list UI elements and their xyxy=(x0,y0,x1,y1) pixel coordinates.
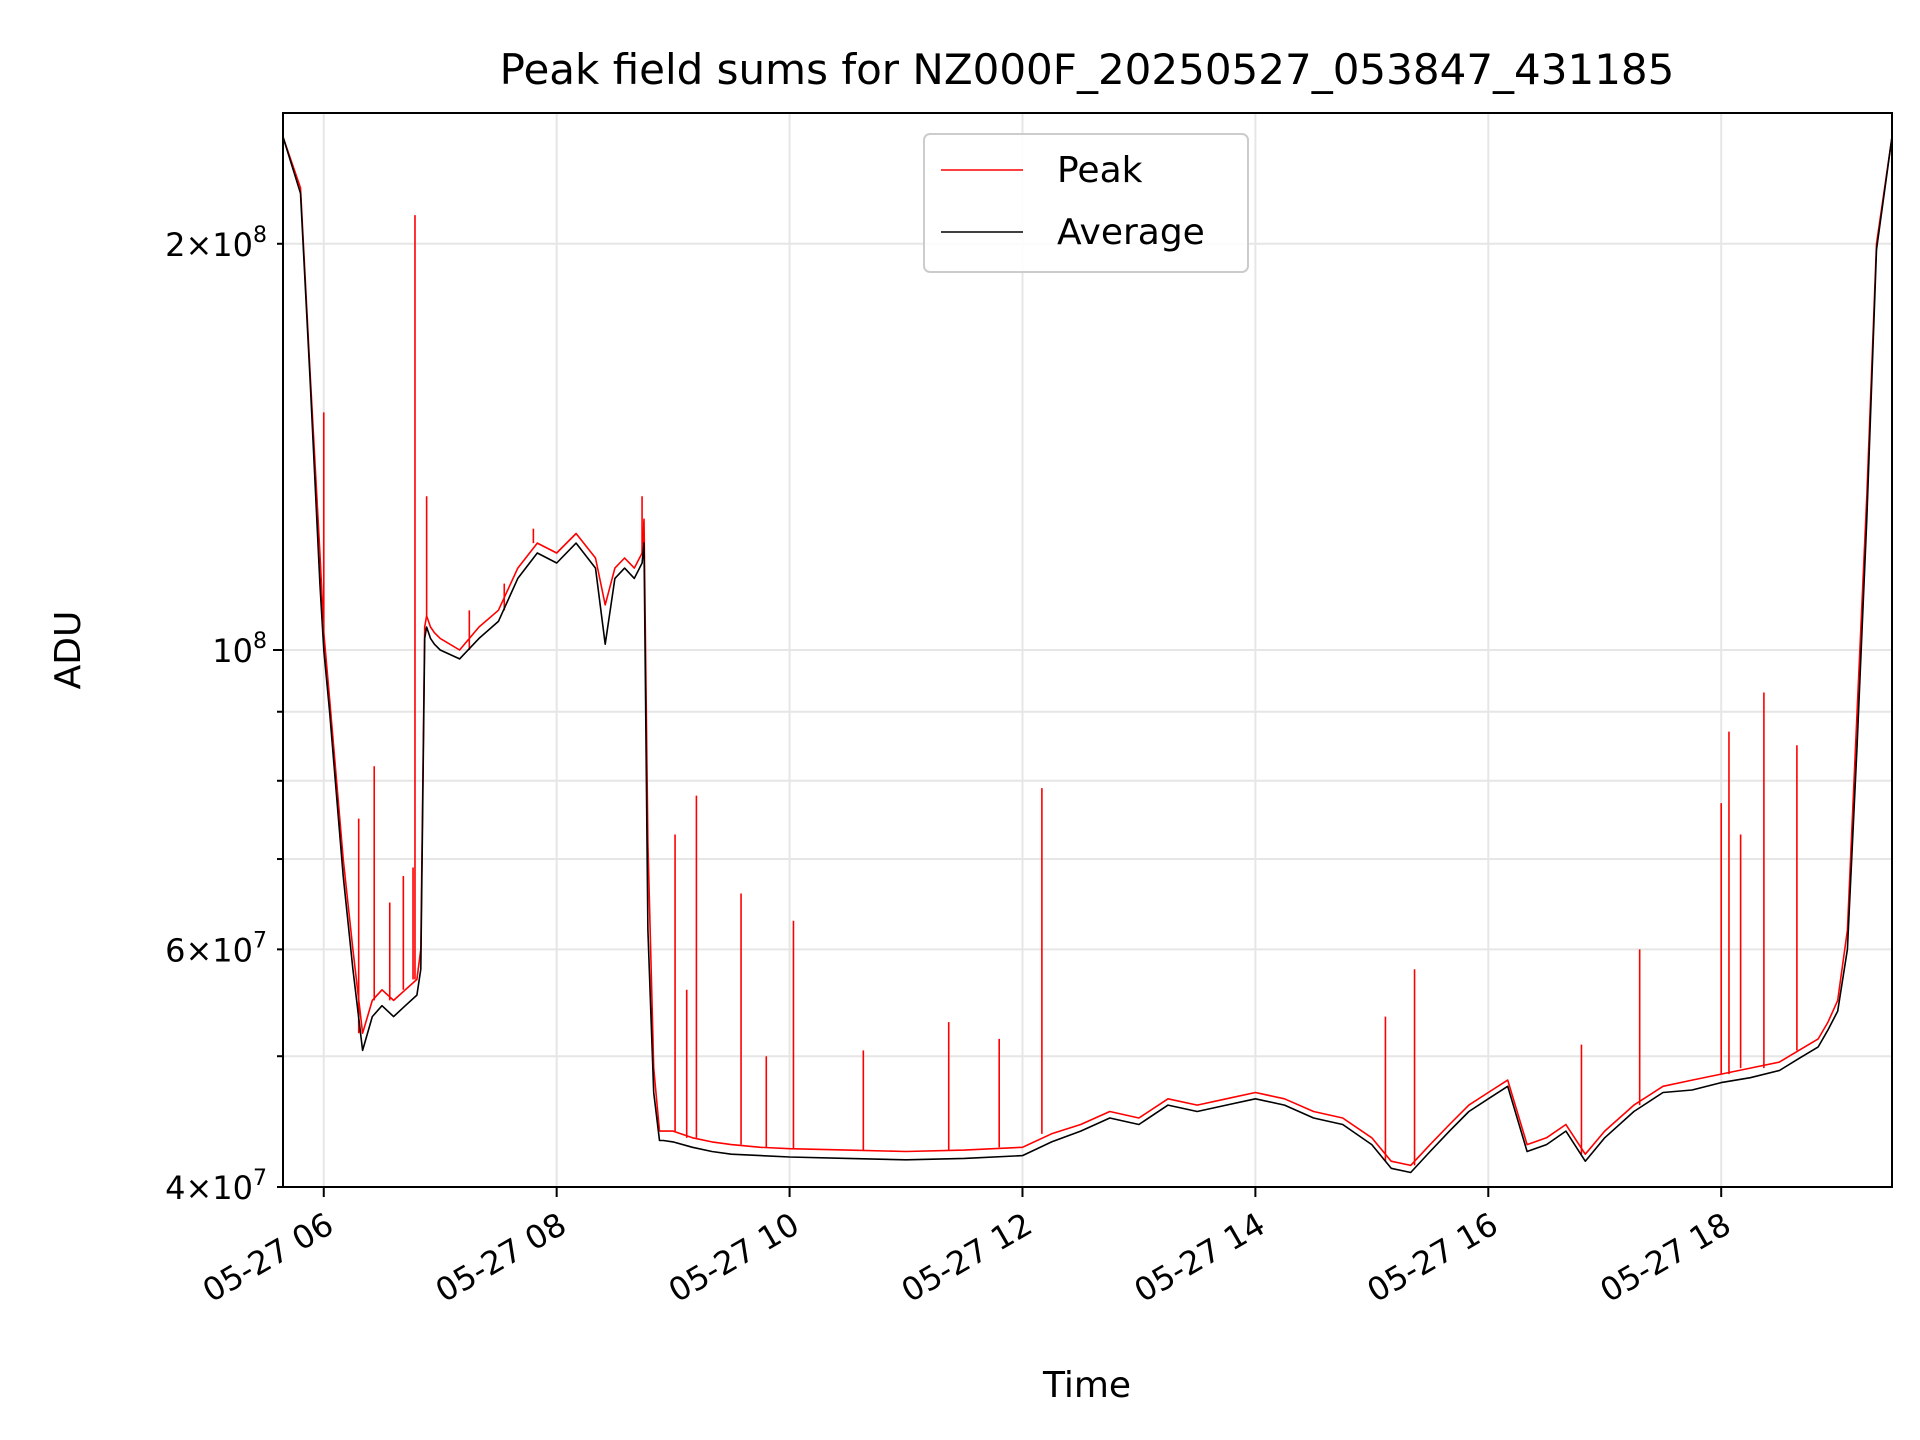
x-axis-label: Time xyxy=(1042,1365,1131,1406)
legend-label-average: Average xyxy=(1057,212,1205,253)
chart-title: Peak field sums for NZ000F_20250527_0538… xyxy=(500,45,1675,94)
y-tick-label: 4×107 xyxy=(165,1166,267,1207)
legend-box xyxy=(923,133,1249,273)
y-axis: 4×107 6×107 108 2×108 xyxy=(165,223,283,1207)
plot-lines xyxy=(283,136,1892,1174)
series-line-average xyxy=(283,136,1892,1174)
legend-label-peak: Peak xyxy=(1057,150,1143,191)
y-tick-label: 6×107 xyxy=(165,928,267,969)
y-axis-label: ADU xyxy=(48,611,89,690)
y-tick-label: 2×108 xyxy=(165,223,267,264)
y-tick-label: 108 xyxy=(212,629,267,670)
legend: Peak Average xyxy=(923,133,1249,273)
